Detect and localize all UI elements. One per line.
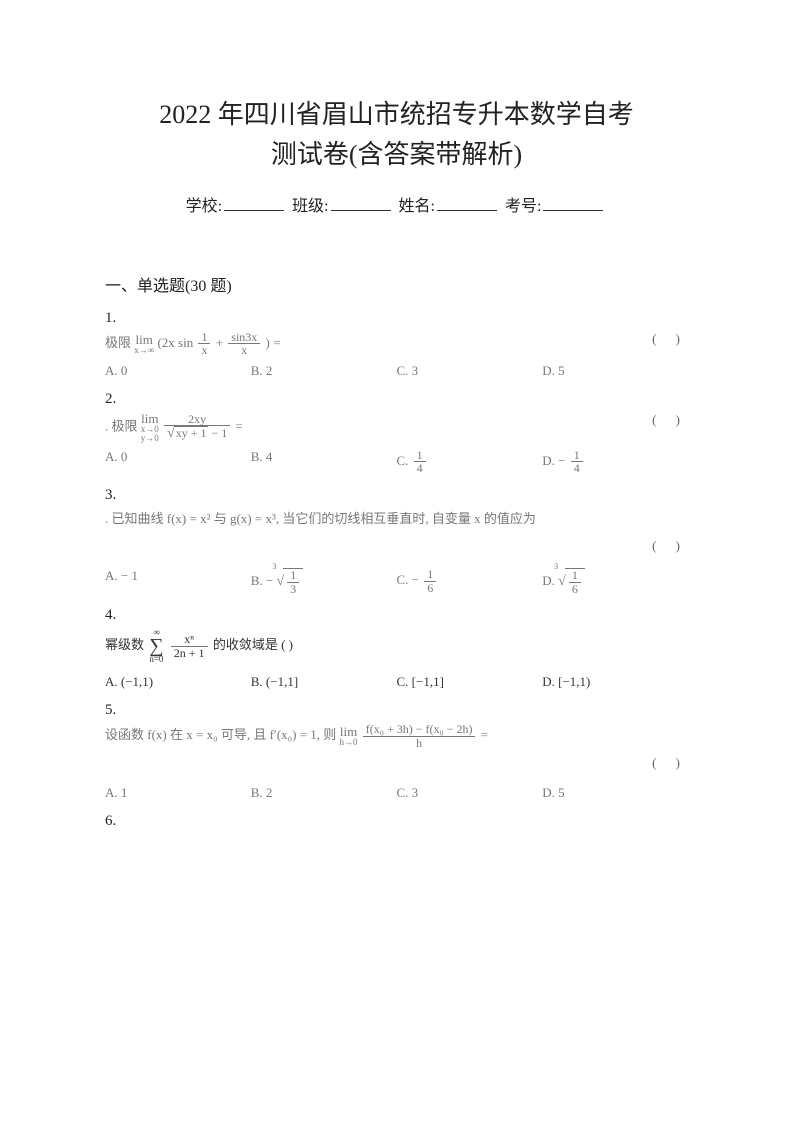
q1-expr: (2x sin 1x + sin3xx ) = xyxy=(157,331,280,357)
q1-limit: lim x→∞ xyxy=(134,333,154,355)
q5-frac: f(x₀ + 3h) − f(x₀ − 2h) h xyxy=(361,723,478,749)
q3-opt-a: A. − 1 xyxy=(105,568,251,595)
q1-paren: ( ) xyxy=(652,331,688,347)
q3-opt-c: C. − 16 xyxy=(397,568,543,595)
class-label: 班级: xyxy=(292,198,328,215)
q2-body: . 极限 lim x→0 y→0 2xy xy + 1 − 1 = ( ) xyxy=(105,412,688,443)
q4-options: A. (−1,1) B. (−1,1] C. [−1,1] D. [−1,1) xyxy=(105,674,688,690)
q2-opt-a: A. 0 xyxy=(105,449,251,475)
q3-opt-d: D. 316 xyxy=(542,568,688,595)
q4-opt-a: A. (−1,1) xyxy=(105,674,251,690)
q1-frac2: sin3xx xyxy=(226,331,262,357)
q1-opt-c: C. 3 xyxy=(397,363,543,379)
class-blank xyxy=(331,194,391,211)
q4-body: 幂级数 ∞ ∑ n=0 xⁿ2n + 1 的收敛域是 ( ) xyxy=(105,628,688,664)
q2-frac: 2xy xy + 1 − 1 xyxy=(162,413,232,442)
q3-paren: ( ) xyxy=(652,538,688,554)
examno-blank xyxy=(543,194,603,211)
q2-opt-b: B. 4 xyxy=(251,449,397,475)
q1-opt-a: A. 0 xyxy=(105,363,251,379)
page-title: 2022 年四川省眉山市统招专升本数学自考 测试卷(含答案带解析) xyxy=(105,95,688,176)
q2-limit: lim x→0 y→0 xyxy=(141,412,159,443)
q1-opt-b: B. 2 xyxy=(251,363,397,379)
q3-number: 3. xyxy=(105,487,688,504)
q2-options: A. 0 B. 4 C. 14 D. − 14 xyxy=(105,449,688,475)
q5-text: 设函数 f(x) 在 x = x₀ 可导, 且 f′(x₀) = 1, 则 xyxy=(105,727,336,742)
q5-opt-d: D. 5 xyxy=(542,785,688,801)
q5-number: 5. xyxy=(105,702,688,719)
name-blank xyxy=(437,194,497,211)
school-label: 学校: xyxy=(186,198,222,215)
q1-prefix: 极限 xyxy=(105,335,131,350)
q2-number: 2. xyxy=(105,391,688,408)
q3-paren-row: ( ) xyxy=(105,538,688,562)
q1-body: 极限 lim x→∞ (2x sin 1x + sin3xx ) = ( ) xyxy=(105,331,688,357)
q4-sum: ∞ ∑ n=0 xyxy=(149,628,163,664)
q3-body: . 已知曲线 f(x) = x² 与 g(x) = x³, 当它们的切线相互垂直… xyxy=(105,508,688,532)
q6-number: 6. xyxy=(105,813,688,830)
q1-frac1: 1x xyxy=(196,331,212,357)
q5-opt-c: C. 3 xyxy=(397,785,543,801)
q5-limit: lim h→0 xyxy=(340,725,358,747)
q4-opt-b: B. (−1,1] xyxy=(251,674,397,690)
exam-page: 2022 年四川省眉山市统招专升本数学自考 测试卷(含答案带解析) 学校: 班级… xyxy=(0,0,793,1122)
q2-paren: ( ) xyxy=(652,412,688,428)
section-heading: 一、单选题(30 题) xyxy=(105,272,688,296)
q4-number: 4. xyxy=(105,607,688,624)
q1-opt-d: D. 5 xyxy=(542,363,688,379)
q5-body: 设函数 f(x) 在 x = x₀ 可导, 且 f′(x₀) = 1, 则 li… xyxy=(105,723,688,749)
q4-prefix: 幂级数 xyxy=(105,637,144,652)
title-line-2: 测试卷(含答案带解析) xyxy=(271,140,522,169)
examno-label: 考号: xyxy=(505,198,541,215)
q2-opt-c: C. 14 xyxy=(397,449,543,475)
q2-prefix: . 极限 xyxy=(105,418,138,433)
q4-opt-d: D. [−1,1) xyxy=(542,674,688,690)
q2-opt-d: D. − 14 xyxy=(542,449,688,475)
q5-opt-a: A. 1 xyxy=(105,785,251,801)
q5-paren-row: ( ) xyxy=(105,755,688,779)
school-blank xyxy=(224,194,284,211)
q2-sqrt: xy + 1 xyxy=(167,426,208,442)
title-line-1: 2022 年四川省眉山市统招专升本数学自考 xyxy=(159,100,634,129)
q5-options: A. 1 B. 2 C. 3 D. 5 xyxy=(105,785,688,801)
q1-options: A. 0 B. 2 C. 3 D. 5 xyxy=(105,363,688,379)
q5-paren: ( ) xyxy=(652,755,688,771)
q4-opt-c: C. [−1,1] xyxy=(397,674,543,690)
name-label: 姓名: xyxy=(399,198,435,215)
q5-opt-b: B. 2 xyxy=(251,785,397,801)
student-info-line: 学校: 班级: 姓名: 考号: xyxy=(105,192,688,216)
q1-number: 1. xyxy=(105,310,688,327)
q3-options: A. − 1 B. − 313 C. − 16 D. 316 xyxy=(105,568,688,595)
q3-opt-b: B. − 313 xyxy=(251,568,397,595)
q4-frac: xⁿ2n + 1 xyxy=(169,633,210,659)
q3-text: . 已知曲线 f(x) = x² 与 g(x) = x³, 当它们的切线相互垂直… xyxy=(105,511,536,526)
